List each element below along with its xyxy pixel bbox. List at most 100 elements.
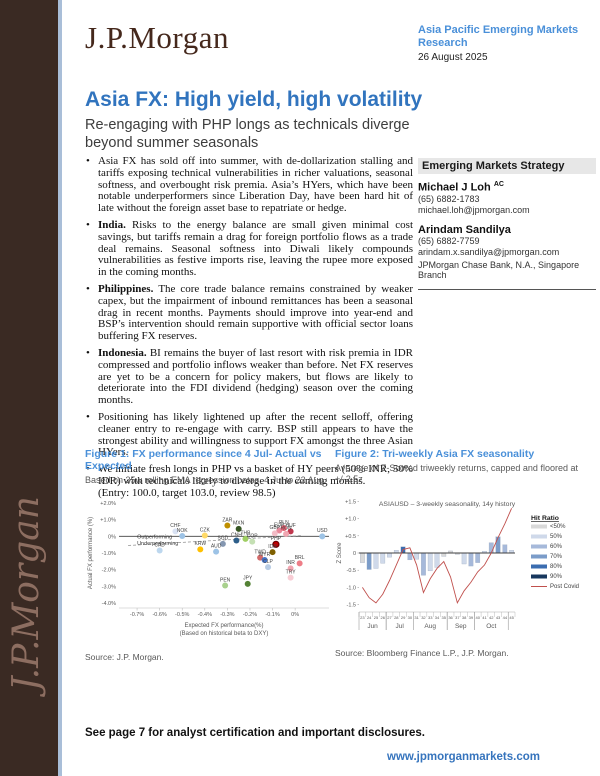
svg-text:Jun: Jun — [367, 623, 378, 630]
research-group-line2: Research — [418, 37, 468, 49]
bullet-trade-recommendation: We initiate fresh longs in PHP vs a bask… — [85, 463, 413, 499]
analyst-sidebar: Emerging Markets Strategy Michael J Loh … — [418, 158, 596, 290]
analyst-name-text: Michael J Loh — [418, 181, 491, 194]
svg-text:42: 42 — [489, 615, 494, 620]
jpmorganmarkets-link[interactable]: www.jpmorganmarkets.com — [387, 751, 540, 763]
fig2-bar-chart: +1.5 +1.0 +0.5 0 -0.5 -1.0 -1.5 ASIAUSD – 3-wee… — [337, 499, 579, 630]
svg-text:27: 27 — [387, 615, 392, 620]
bullet-text: Asia FX has sold off into summer, with d… — [98, 155, 413, 215]
svg-text:PHP: PHP — [271, 536, 282, 542]
analyst-email[interactable]: michael.loh@jpmorgan.com — [418, 205, 530, 216]
svg-text:(Based on historical beta to D: (Based on historical beta to DXY) — [180, 631, 269, 637]
bullet-text: Risks to the energy balance are small gi… — [98, 218, 414, 279]
svg-text:32: 32 — [421, 615, 426, 620]
svg-text:PLN: PLN — [279, 519, 289, 525]
svg-text:30: 30 — [408, 615, 413, 620]
svg-text:Oct: Oct — [486, 623, 496, 630]
header-meta: Asia Pacific Emerging Markets Research 2… — [418, 24, 596, 63]
svg-text:Z Score: Z Score — [337, 542, 343, 564]
svg-text:CZK: CZK — [200, 527, 211, 533]
svg-text:+1.5: +1.5 — [345, 499, 356, 505]
svg-text:44: 44 — [503, 615, 508, 620]
fig1-scatter-chart: +2.0% +1.0% 0% -1.0% -2.0% -3.0% -4.0% -0.7% -0.… — [88, 501, 329, 637]
svg-text:+0.5: +0.5 — [345, 534, 356, 540]
bullet-lead: Philippines. — [98, 282, 159, 295]
svg-text:+1.0: +1.0 — [345, 517, 356, 523]
svg-text:TRY: TRY — [286, 569, 297, 575]
bullet-positioning: Positioning has likely lightened up afte… — [85, 411, 413, 459]
svg-text:41: 41 — [482, 615, 487, 620]
svg-text:-4.0%: -4.0% — [102, 601, 116, 607]
svg-text:COP: COP — [247, 533, 259, 539]
analyst-entity: JPMorgan Chase Bank, N.A., Singapore Bra… — [418, 259, 580, 280]
svg-text:SGD: SGD — [217, 535, 228, 541]
svg-text:Sep: Sep — [455, 623, 467, 630]
svg-text:Hit Ratio: Hit Ratio — [531, 515, 559, 522]
svg-text:PEN: PEN — [220, 577, 231, 583]
ac-designation: AC — [493, 181, 504, 188]
strip-divider-line — [58, 0, 62, 776]
svg-text:AUD: AUD — [211, 543, 222, 549]
strategy-team-heading: Emerging Markets Strategy — [418, 158, 596, 174]
svg-text:0: 0 — [353, 551, 356, 557]
svg-text:24: 24 — [367, 615, 372, 620]
svg-text:CAD: CAD — [154, 542, 165, 548]
svg-text:40: 40 — [475, 615, 480, 620]
summary-bullets: Asia FX has sold off into summer, with d… — [85, 155, 414, 505]
svg-text:KRW: KRW — [195, 541, 207, 547]
svg-text:29: 29 — [401, 615, 406, 620]
svg-text:GBP: GBP — [270, 525, 281, 531]
svg-text:80%: 80% — [550, 564, 563, 570]
vertical-script-logo: J.P.Morgan — [6, 496, 47, 691]
figure2-title: Figure 2: Tri-weekly Asia FX seasonality — [335, 448, 535, 460]
svg-text:JPY: JPY — [243, 575, 253, 581]
svg-text:-1.0%: -1.0% — [102, 551, 116, 557]
svg-text:MYR: MYR — [259, 551, 271, 557]
analyst-block: Michael J Loh AC (65) 6882-1783 michael.… — [418, 181, 596, 217]
svg-text:+2.0%: +2.0% — [100, 501, 116, 507]
svg-text:Actual FX performance (%): Actual FX performance (%) — [88, 516, 94, 588]
svg-text:IDR: IDR — [268, 543, 277, 549]
analyst-name: Michael J Loh AC — [418, 181, 596, 194]
page-subtitle: Re-engaging with PHP longs as technicals… — [85, 117, 410, 151]
sidebar-rule — [418, 288, 596, 290]
svg-text:43: 43 — [496, 615, 501, 620]
svg-text:60%: 60% — [550, 544, 563, 550]
svg-text:25: 25 — [374, 615, 379, 620]
trade-entry-details: (Entry: 100.0, target 103.0, review 98.5… — [98, 486, 276, 499]
figure-2: Figure 2: Tri-weekly Asia FX seasonality… — [335, 448, 597, 662]
bullet-india: India. Risks to the energy balance are s… — [85, 218, 414, 279]
svg-text:39: 39 — [469, 615, 474, 620]
analyst-phone: (65) 6882-1783 — [418, 193, 480, 204]
figure-1: Figure 1: FX performance since 4 Jul- Ac… — [85, 448, 335, 662]
svg-text:<50%: <50% — [550, 524, 566, 530]
svg-text:50%: 50% — [550, 534, 563, 540]
bullet-indonesia: Indonesia. BI remains the buyer of last … — [85, 347, 413, 407]
analyst-name: Arindam Sandilya — [418, 224, 596, 236]
svg-text:-2.0%: -2.0% — [102, 567, 116, 573]
figure1-title: Figure 1: FX performance since 4 Jul- Ac… — [85, 448, 322, 472]
analyst-email[interactable]: arindam.x.sandilya@jpmorgan.com — [418, 247, 560, 258]
left-brand-strip: J.P.Morgan — [0, 0, 58, 776]
bullet-list: Asia FX has sold off into summer, with d… — [85, 155, 414, 500]
svg-text:-0.1%: -0.1% — [265, 612, 279, 618]
svg-text:INR: INR — [286, 560, 295, 566]
svg-text:Underperforming: Underperforming — [137, 541, 178, 547]
svg-text:TWD: TWD — [254, 549, 266, 555]
bullet-lead: India. — [98, 218, 132, 231]
svg-text:USD: USD — [317, 528, 328, 534]
svg-text:26: 26 — [381, 615, 386, 620]
svg-text:-0.7%: -0.7% — [130, 612, 144, 618]
svg-text:Outperforming: Outperforming — [137, 534, 172, 540]
svg-text:Aug: Aug — [424, 623, 436, 630]
svg-text:THB: THB — [240, 530, 251, 536]
bullet-asia-fx: Asia FX has sold off into summer, with d… — [85, 155, 413, 215]
svg-text:RON: RON — [281, 525, 293, 531]
figure1-source: Source: J.P. Morgan. — [85, 651, 164, 662]
svg-text:-0.2%: -0.2% — [243, 612, 257, 618]
svg-text:33: 33 — [428, 615, 433, 620]
svg-text:0%: 0% — [291, 612, 299, 618]
svg-text:MXN: MXN — [233, 520, 245, 526]
figure2-source: Source: Bloomberg Finance L.P., J.P. Mor… — [335, 648, 509, 658]
analyst-phone: (65) 6882-7759 — [418, 235, 480, 246]
